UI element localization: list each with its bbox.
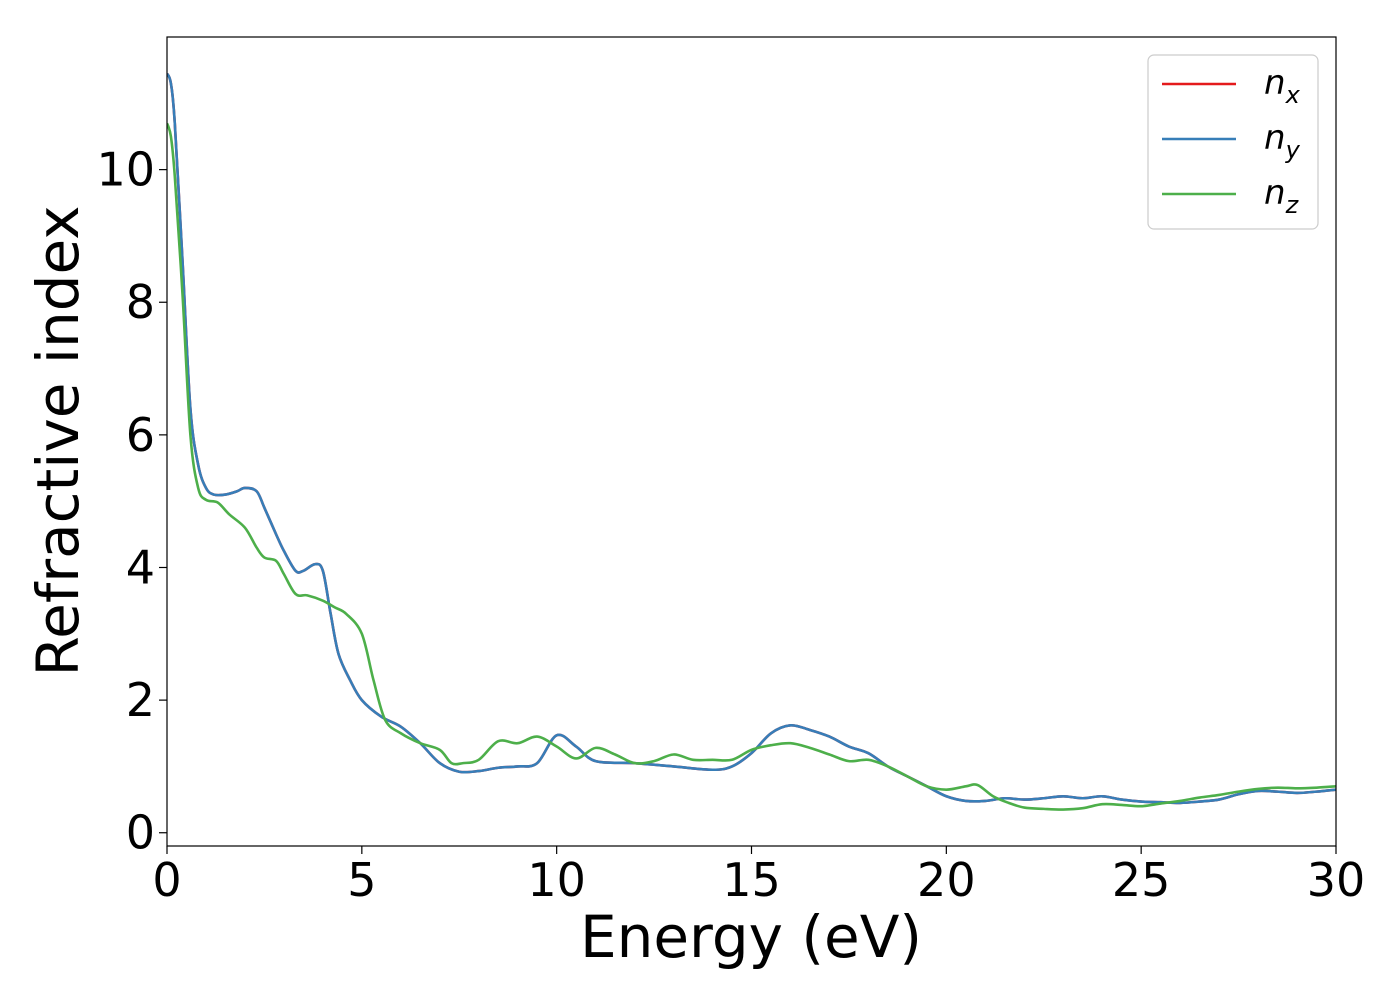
legend-label-n-x: nx (1264, 63, 1301, 109)
legend-box (1147, 54, 1319, 230)
y-tick-label: 10 (96, 143, 155, 197)
y-tick-label: 6 (126, 408, 155, 462)
x-axis-title: Energy (eV) (580, 903, 922, 971)
x-tick-label: 20 (917, 853, 976, 907)
x-tick-label: 15 (722, 853, 781, 907)
y-axis-ticks: 0 2 4 6 8 10 (96, 143, 167, 860)
legend-label-n-z: nz (1264, 173, 1300, 219)
series-line-n-z (167, 122, 1336, 811)
series-layer (167, 72, 1336, 811)
x-tick-label: 10 (527, 853, 586, 907)
y-axis-title: Refractive index (24, 205, 92, 676)
x-tick-label: 0 (152, 853, 181, 907)
x-tick-label: 25 (1112, 853, 1171, 907)
x-axis-ticks: 0 5 10 15 20 25 30 (152, 846, 1365, 907)
legend: nx ny nz (1147, 54, 1319, 230)
y-tick-label: 4 (126, 540, 155, 594)
y-tick-label: 0 (126, 806, 155, 860)
y-tick-label: 2 (126, 673, 155, 727)
legend-label-n-y: ny (1264, 118, 1301, 164)
x-tick-label: 5 (347, 853, 376, 907)
y-tick-label: 8 (126, 275, 155, 329)
series-line-n-y (167, 72, 1336, 805)
x-tick-label: 30 (1307, 853, 1366, 907)
